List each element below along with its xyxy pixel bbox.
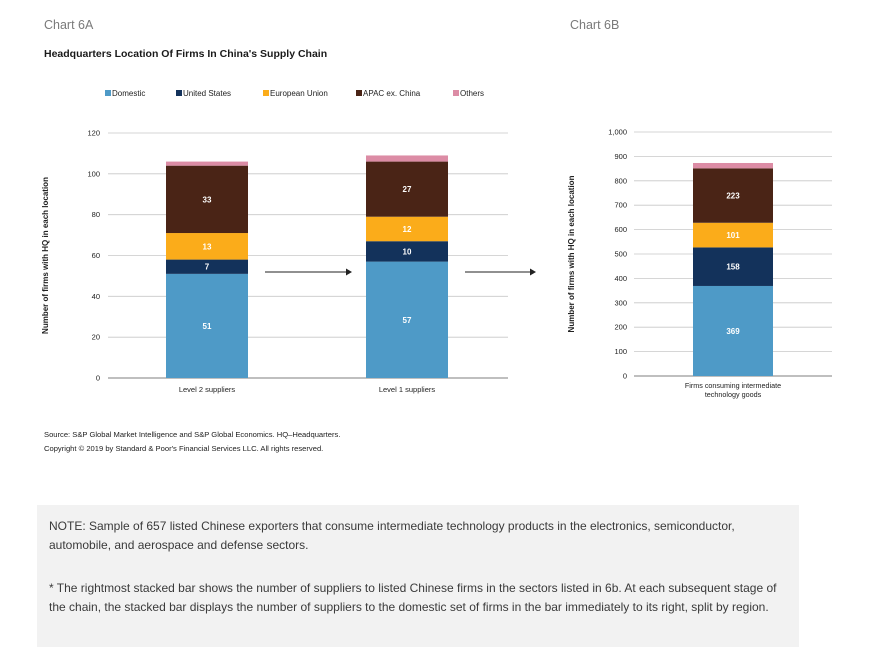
legend-label: United States <box>183 89 231 98</box>
data-label: 13 <box>203 242 212 251</box>
chart-6b-label: Chart 6B <box>570 18 620 32</box>
data-label: 101 <box>726 231 740 240</box>
bar-apac-ex-china <box>693 168 773 223</box>
note-explanation: * The rightmost stacked bar shows the nu… <box>49 581 777 614</box>
bar-united-states <box>693 247 773 286</box>
bar-united-states <box>166 259 248 274</box>
y-tick-label: 400 <box>614 274 627 283</box>
bar-european-union <box>366 216 448 242</box>
chart-6b: 0 100 200 300 400 500 600 700 800 900 1,000 Number … <box>567 128 832 399</box>
y-tick-label: 700 <box>614 201 627 210</box>
y-tick-label: 500 <box>614 250 627 259</box>
y-tick-label: 600 <box>614 225 627 234</box>
y-axis-label: Number of firms with HQ in each location <box>567 175 576 332</box>
data-label: 57 <box>403 316 412 325</box>
y-tick-label: 80 <box>92 210 100 219</box>
bar-european-union <box>693 222 773 248</box>
y-tick-label: 0 <box>96 374 100 383</box>
note-box: NOTE: Sample of 657 listed Chinese expor… <box>37 505 799 647</box>
y-tick-label: 60 <box>92 251 100 260</box>
bar-domestic <box>366 261 448 378</box>
arrow-head <box>346 268 352 276</box>
data-label: 33 <box>203 195 212 204</box>
data-label: 223 <box>726 192 740 201</box>
y-tick-label: 100 <box>614 347 627 356</box>
y-tick-label: 200 <box>614 323 627 332</box>
y-tick-label: 0 <box>623 372 627 381</box>
bar-others <box>693 162 773 169</box>
note-sample: NOTE: Sample of 657 listed Chinese expor… <box>49 519 735 552</box>
chart-title: Headquarters Location Of Firms In China'… <box>44 48 328 60</box>
y-tick-label: 40 <box>92 292 100 301</box>
flow-arrows <box>265 268 536 276</box>
bar-united-states <box>366 241 448 262</box>
legend-swatch-apac-ex-china <box>356 90 362 96</box>
data-label: 369 <box>726 327 740 336</box>
source-note: Source: S&P Global Market Intelligence a… <box>44 428 340 456</box>
y-tick-label: 120 <box>87 129 100 138</box>
data-label: 27 <box>403 185 412 194</box>
y-tick-label: 300 <box>614 298 627 307</box>
source-line: Source: S&P Global Market Intelligence a… <box>44 430 341 439</box>
data-label: 12 <box>403 225 412 234</box>
legend-label: European Union <box>270 89 328 98</box>
chart-6a: 0 20 40 60 80 100 120 Number of firms with HQ i… <box>41 129 508 394</box>
bar-apac-ex-china <box>166 165 248 234</box>
legend-swatch-domestic <box>105 90 111 96</box>
y-tick-label: 20 <box>92 333 100 342</box>
legend-swatch-united-states <box>176 90 182 96</box>
legend-swatch-european-union <box>263 90 269 96</box>
chart-svg: Domestic United States European Union APAC … <box>41 89 832 399</box>
copyright-line: Copyright © 2019 by Standard & Poor's Fi… <box>44 444 324 453</box>
y-axis-label: Number of firms with HQ in each location <box>41 177 50 334</box>
y-tick-label: 900 <box>614 152 627 161</box>
legend-label: APAC ex. China <box>363 89 421 98</box>
arrow-head <box>530 268 536 276</box>
x-tick-label: Firms consuming intermediate technology g… <box>685 381 781 399</box>
data-label: 51 <box>203 322 212 331</box>
bar-apac-ex-china <box>366 161 448 217</box>
chart-6a-label: Chart 6A <box>44 18 94 32</box>
bar-domestic <box>693 285 773 376</box>
data-label: 10 <box>403 247 412 256</box>
x-tick-label: Level 1 suppliers <box>379 385 436 394</box>
data-label: 7 <box>205 263 210 272</box>
bar-others <box>166 161 248 166</box>
bar-others <box>366 155 448 162</box>
y-tick-label: 800 <box>614 176 627 185</box>
y-tick-label: 100 <box>87 169 100 178</box>
bar-domestic <box>166 273 248 378</box>
y-tick-label: 1,000 <box>608 128 627 137</box>
legend-label: Others <box>460 89 484 98</box>
data-label: 158 <box>726 263 740 272</box>
legend: Domestic United States European Union APAC … <box>105 89 484 98</box>
x-tick-label: Level 2 suppliers <box>179 385 236 394</box>
legend-swatch-others <box>453 90 459 96</box>
legend-label: Domestic <box>112 89 145 98</box>
bar-european-union <box>166 233 248 260</box>
